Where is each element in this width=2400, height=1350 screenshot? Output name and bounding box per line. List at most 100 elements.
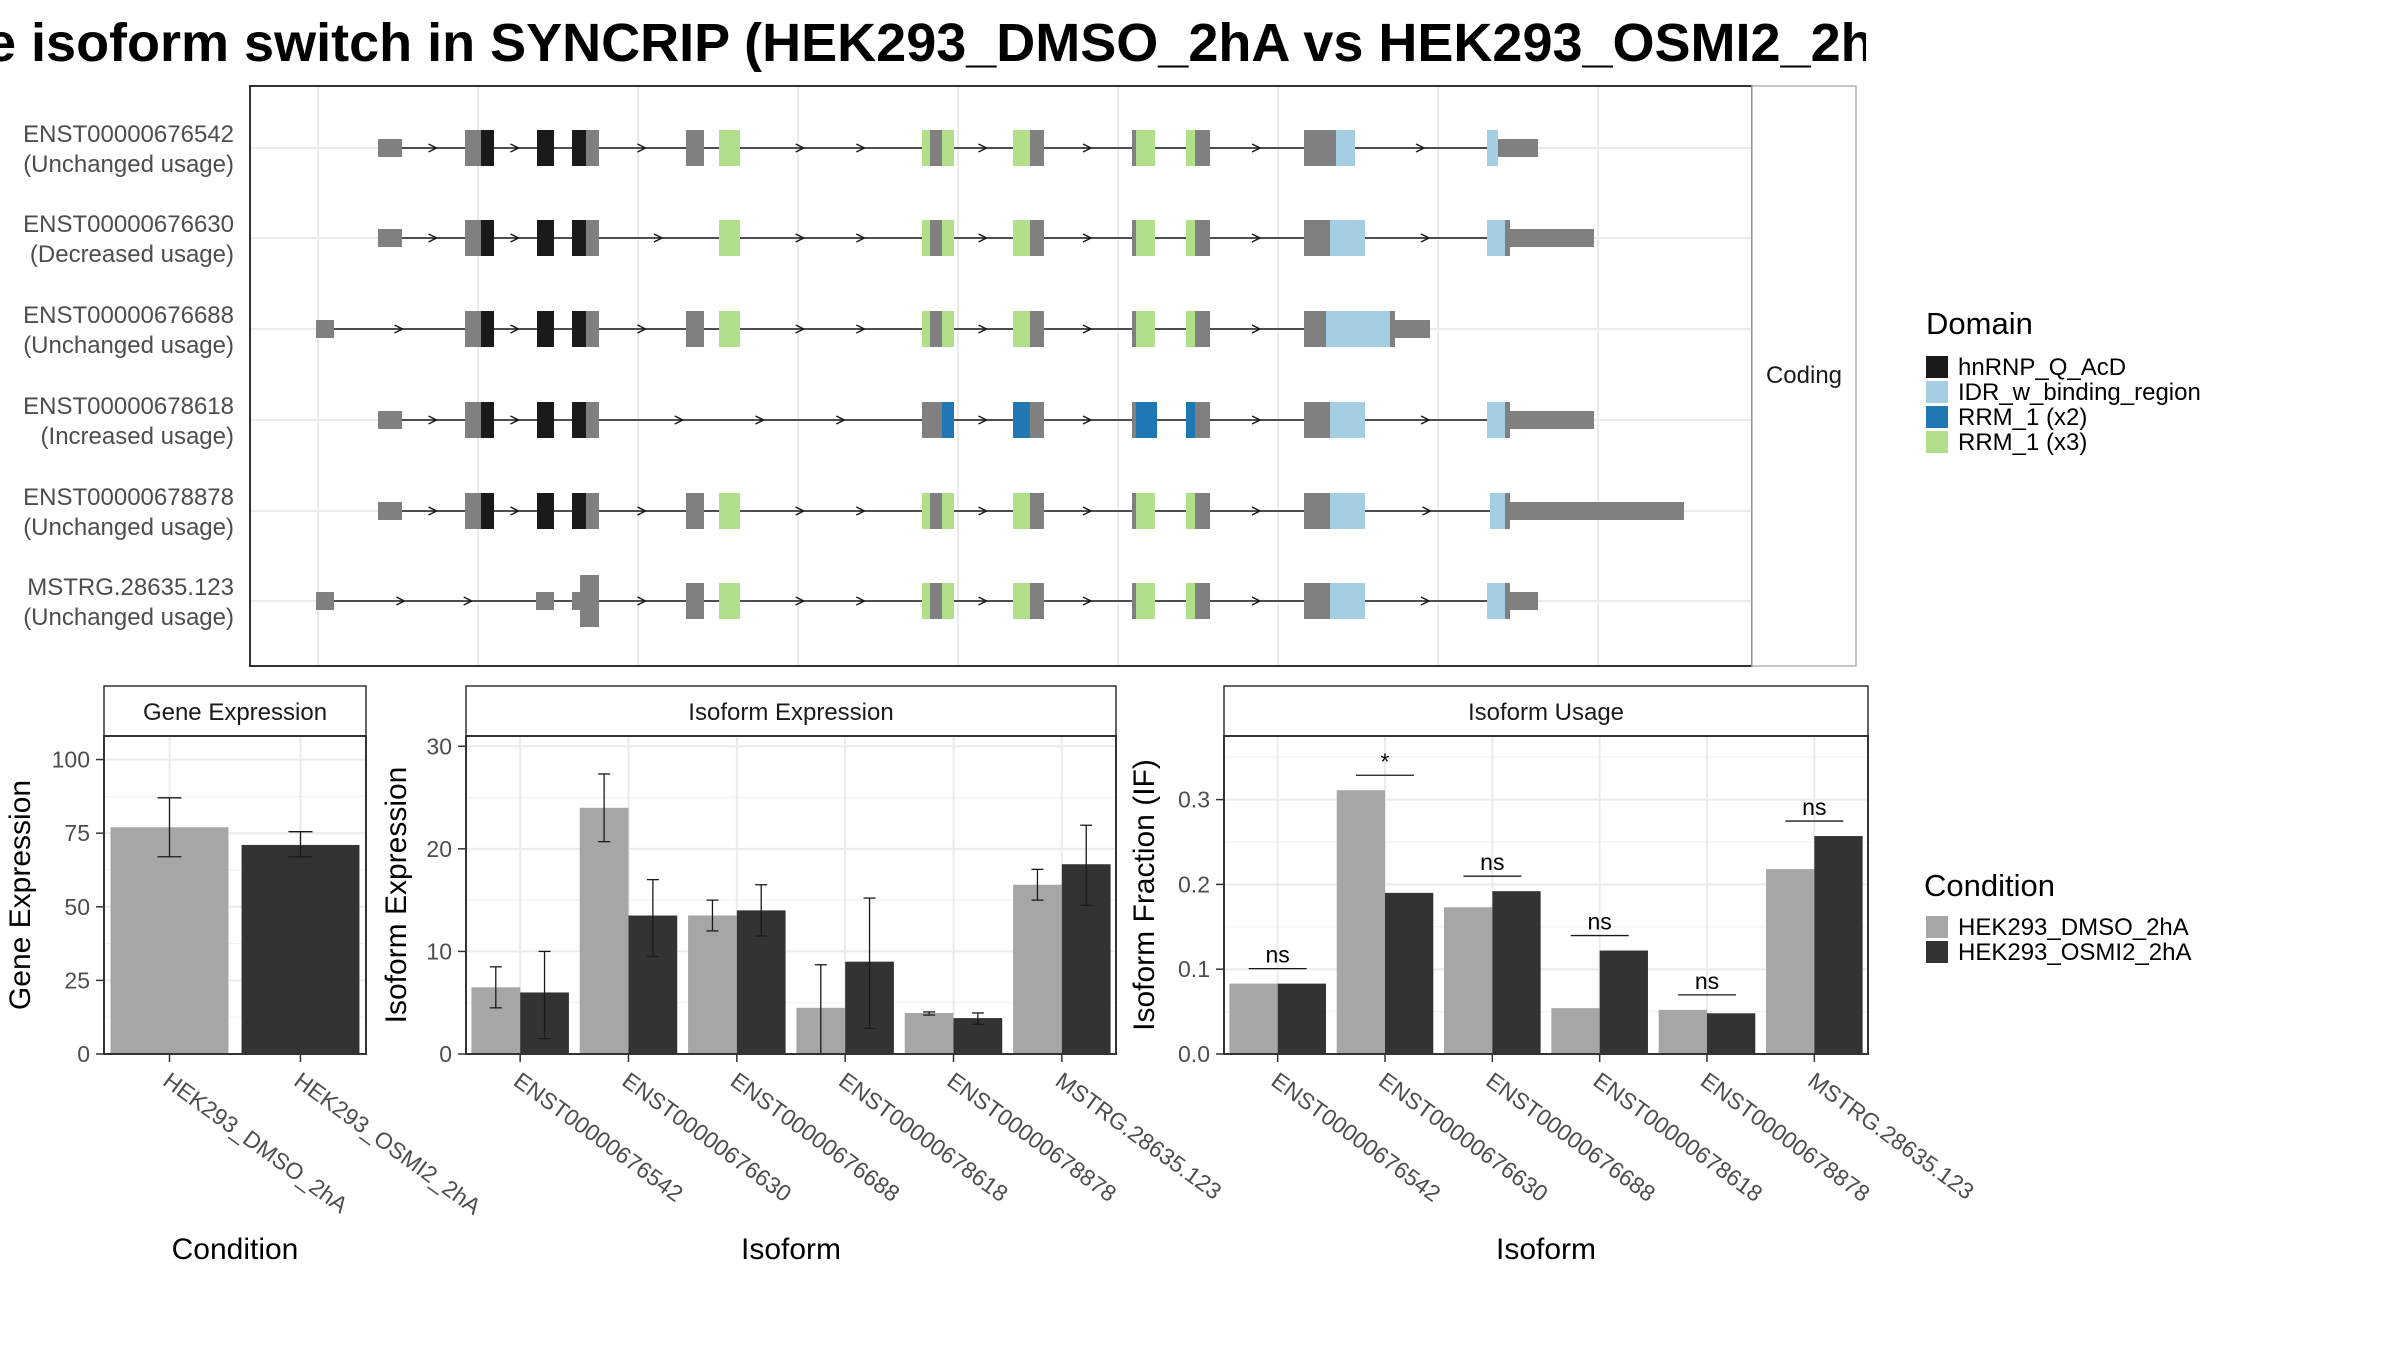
domain-block <box>942 311 954 347</box>
x-axis-title: Isoform <box>741 1233 841 1266</box>
intron-arrow <box>428 233 439 243</box>
y-tick-label: 20 <box>426 836 452 862</box>
intron-arrow <box>428 506 439 516</box>
domain-block <box>942 402 954 438</box>
bar <box>1814 836 1863 1054</box>
domain-block <box>1487 402 1505 438</box>
legends: DomainhnRNP_Q_AcDIDR_w_binding_regionRRM… <box>1924 306 2201 966</box>
exon-block <box>572 592 580 610</box>
domain-block <box>481 493 494 529</box>
exon-block <box>1304 493 1330 529</box>
panel-strip <box>1223 685 1869 737</box>
intron-arrow <box>855 506 867 516</box>
intron-arrow <box>855 324 867 334</box>
intron-arrow <box>1251 143 1262 153</box>
exon-block <box>465 220 481 256</box>
legend-domain-swatch <box>1926 431 1948 453</box>
exon-block <box>1505 402 1510 438</box>
domain-block <box>572 130 586 166</box>
exon-block <box>1030 493 1044 529</box>
y-tick-label: 10 <box>426 938 452 964</box>
y-tick-label: 0.3 <box>1178 787 1210 813</box>
panel-border <box>249 85 1753 667</box>
exon-block <box>1030 402 1044 438</box>
intron-arrow <box>1420 233 1431 243</box>
x-axis-title: Condition <box>172 1233 299 1266</box>
domain-block <box>1490 493 1505 529</box>
domain-block <box>1136 402 1157 438</box>
exon-block <box>378 502 402 520</box>
exon-block <box>1195 311 1210 347</box>
intron-arrow <box>1082 415 1093 425</box>
legend-domain-swatch <box>1926 406 1948 428</box>
domain-block <box>1013 583 1030 619</box>
domain-block <box>1136 130 1155 166</box>
exon-block <box>1030 583 1044 619</box>
intron-arrow <box>1251 415 1262 425</box>
exon-block <box>316 592 334 610</box>
domain-block <box>1136 311 1155 347</box>
exon-block <box>586 311 599 347</box>
significance-label: ns <box>1480 849 1504 875</box>
exon-block <box>378 411 402 429</box>
exon-block <box>586 130 599 166</box>
legend-condition-title: Condition <box>1924 868 2055 903</box>
intron-arrow <box>394 324 405 334</box>
isoform-label-usage: (Decreased usage) <box>30 241 234 268</box>
exon-block <box>1510 502 1684 520</box>
intron-arrow <box>510 324 521 334</box>
intron-arrow <box>795 324 806 334</box>
intron-arrow <box>978 596 989 606</box>
domain-block <box>719 583 740 619</box>
intron-arrow <box>855 233 867 243</box>
bar <box>1492 891 1541 1054</box>
intron-arrow <box>463 596 474 606</box>
domain-block <box>942 493 954 529</box>
intron-arrow <box>978 233 989 243</box>
domain-block <box>942 130 954 166</box>
domain-block <box>537 402 554 438</box>
domain-block <box>572 311 586 347</box>
exon-block <box>1304 583 1330 619</box>
exon-block <box>1395 320 1430 338</box>
exon-block <box>1195 493 1210 529</box>
y-axis-title: Isoform Expression <box>380 767 413 1024</box>
intron-arrow <box>637 596 648 606</box>
exon-block <box>1132 311 1136 347</box>
domain-block <box>537 493 554 529</box>
intron-arrow <box>755 415 766 425</box>
exon-block <box>1510 229 1594 247</box>
domain-block <box>1013 402 1030 438</box>
panel-title: Gene Expression <box>143 699 327 726</box>
intron-arrow <box>1251 596 1262 606</box>
isoform-label-usage: (Unchanged usage) <box>23 514 234 541</box>
domain-block <box>1013 130 1030 166</box>
intron-arrow <box>855 596 867 606</box>
intron-arrow <box>637 143 648 153</box>
isoform-label-id: ENST00000676688 <box>23 302 234 329</box>
domain-block <box>1330 220 1365 256</box>
exon-block <box>1304 220 1330 256</box>
y-tick-label: 0 <box>439 1041 452 1067</box>
isoform-label-usage: (Unchanged usage) <box>23 604 234 631</box>
domain-block <box>922 130 930 166</box>
intron-arrow <box>428 415 439 425</box>
exon-block <box>1030 311 1044 347</box>
exon-block <box>930 311 942 347</box>
exon-block <box>1195 402 1210 438</box>
y-tick-label: 30 <box>426 733 452 759</box>
intron-arrow <box>510 233 521 243</box>
panel-border <box>465 735 1117 1055</box>
intron-arrow <box>1082 233 1093 243</box>
intron-arrow <box>653 233 664 243</box>
significance-label: ns <box>1695 968 1719 994</box>
panel-border <box>1223 735 1869 1055</box>
panel-strip <box>465 685 1117 737</box>
domain-block <box>1013 311 1030 347</box>
domain-block <box>1330 402 1365 438</box>
intron-arrow <box>978 415 989 425</box>
legend-condition-swatch <box>1926 916 1948 938</box>
exon-block <box>1390 311 1395 347</box>
intron-arrow <box>637 506 648 516</box>
exon-block <box>1304 402 1330 438</box>
